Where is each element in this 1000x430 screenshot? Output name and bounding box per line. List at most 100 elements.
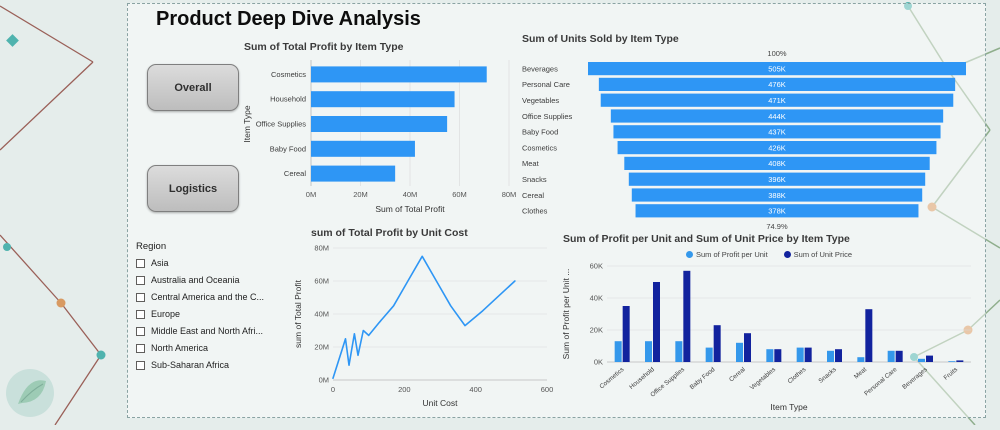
funnel-bar-vegetables[interactable] [600,93,954,107]
y-category-label: Cereal [284,169,306,178]
column-baby-food-profit[interactable] [705,347,713,362]
bar-chart-canvas[interactable]: 0M 20M 40M 60M 80M Cosmetics Household Office S… [238,54,538,234]
checkbox[interactable] [136,292,145,302]
column-meat-price[interactable] [865,309,873,362]
funnel-category-label: Personal Care [522,80,570,89]
y-tick-label: 0M [319,376,329,385]
column-household-profit[interactable] [645,341,652,362]
column-vegetables-profit[interactable] [766,349,774,362]
column-clothes-profit[interactable] [796,347,804,362]
column-cereal-price[interactable] [744,333,751,362]
funnel-chart-canvas[interactable]: 100% Beverages 505K Personal Care 476K Vegeta… [518,46,978,236]
slicer-item-label: Europe [151,309,181,319]
column-fruits-profit[interactable] [948,361,956,362]
y-tick-label: 20M [314,343,329,352]
funnel-bar-beverages[interactable] [588,62,966,76]
slicer-item[interactable]: Middle East and North Afri... [136,326,291,336]
funnel-bar-office-supplies[interactable] [610,109,944,123]
checkbox[interactable] [136,275,145,285]
funnel-bar-clothes[interactable] [635,204,919,218]
column-cereal-profit[interactable] [736,342,743,362]
checkbox[interactable] [136,258,145,268]
slicer-item[interactable]: Australia and Oceania [136,275,291,285]
x-category-label: Baby Food [689,366,717,391]
funnel-bar-cosmetics[interactable] [617,141,937,155]
column-cosmetics-price[interactable] [622,306,630,362]
bar-baby-food[interactable] [311,140,415,157]
dashboard-panel: Product Deep Dive Analysis Overall Logis… [127,3,986,418]
bar-cereal[interactable] [311,165,396,182]
slicer-list: Asia Australia and Oceania Central America… [136,258,291,370]
column-snacks-profit[interactable] [827,350,834,362]
funnel-bar-baby-food[interactable] [613,125,941,139]
funnel-bar-cereal[interactable] [631,188,923,202]
slicer-title: Region [136,241,167,252]
funnel-bar-personal-care[interactable] [598,77,956,91]
x-tick-label: 20M [353,190,368,199]
x-tick-label: 600 [541,385,554,394]
column-beverages-profit[interactable] [918,358,925,362]
y-tick-label: 20K [590,326,603,335]
checkbox[interactable] [136,343,145,353]
profit-by-item-type-chart: Sum of Total Profit by Item Type 0M 20M 40… [238,41,538,237]
logistics-button[interactable]: Logistics [147,165,239,212]
column-office-supplies-profit[interactable] [675,341,683,362]
slicer-item[interactable]: Asia [136,258,291,268]
funnel-value-label: 437K [768,128,786,137]
x-category-label: Fruits [943,366,960,381]
column-baby-food-price[interactable] [713,325,721,362]
funnel-value-label: 444K [768,112,786,121]
column-cosmetics-profit[interactable] [614,341,622,362]
legend-item-unit-price[interactable]: Sum of Unit Price [783,250,852,259]
overall-button[interactable]: Overall [147,64,239,111]
x-axis-title: Item Type [770,402,807,412]
slicer-item[interactable]: Central America and the C... [136,292,291,302]
funnel-bar-snacks[interactable] [628,172,926,186]
funnel-category-label: Office Supplies [522,112,573,121]
bar-cosmetics[interactable] [311,66,487,83]
x-tick-label: 400 [469,385,482,394]
checkbox[interactable] [136,360,145,370]
column-personal-care-profit[interactable] [887,350,895,362]
column-snacks-price[interactable] [835,349,842,362]
y-category-label: Household [270,95,306,104]
line-chart-canvas[interactable]: 0M 20M 40M 60M 80M 0 200 400 600 Unit Cost sum of … [289,240,561,421]
x-category-label: Cereal [728,366,747,383]
column-personal-care-price[interactable] [895,350,903,362]
bar-household[interactable] [311,91,455,108]
slicer-item[interactable]: Europe [136,309,291,319]
funnel-bar-meat[interactable] [624,156,930,170]
y-tick-label: 40M [314,310,329,319]
profit-by-unit-cost-chart: sum of Total Profit by Unit Cost 0M 20M 40… [289,227,561,421]
column-household-price[interactable] [653,282,660,362]
slicer-item[interactable]: Sub-Saharan Africa [136,360,291,370]
column-clothes-price[interactable] [804,347,812,362]
column-vegetables-price[interactable] [774,349,782,362]
funnel-top-percent: 100% [767,49,787,58]
leaf-logo-watermark [6,369,54,417]
slicer-item[interactable]: North America [136,343,291,353]
x-category-label: Meat [853,366,868,381]
checkbox[interactable] [136,309,145,319]
y-tick-label: 80M [314,244,329,253]
funnel-category-label: Vegetables [522,96,559,105]
funnel-value-label: 378K [768,207,786,216]
column-beverages-price[interactable] [926,355,933,362]
y-axis-title: sum of Total Profit [293,279,303,348]
legend-item-profit-per-unit[interactable]: Sum of Profit per Unit [685,250,768,259]
profit-unit-price-chart: Sum of Profit per Unit and Sum of Unit P… [559,233,979,421]
funnel-category-label: Beverages [522,64,558,73]
column-office-supplies-price[interactable] [683,270,691,362]
checkbox[interactable] [136,326,145,336]
slicer-item-label: North America [151,343,209,353]
column-fruits-price[interactable] [956,360,964,362]
region-slicer: Region Asia Australia and Oceania Central … [136,241,291,381]
column-meat-profit[interactable] [857,357,865,362]
overall-button-label: Overall [174,81,212,94]
bar-office-supplies[interactable] [311,116,448,132]
line-series[interactable] [332,255,516,380]
slicer-item-label: Middle East and North Afri... [151,326,264,336]
y-category-label: Cosmetics [271,70,306,79]
